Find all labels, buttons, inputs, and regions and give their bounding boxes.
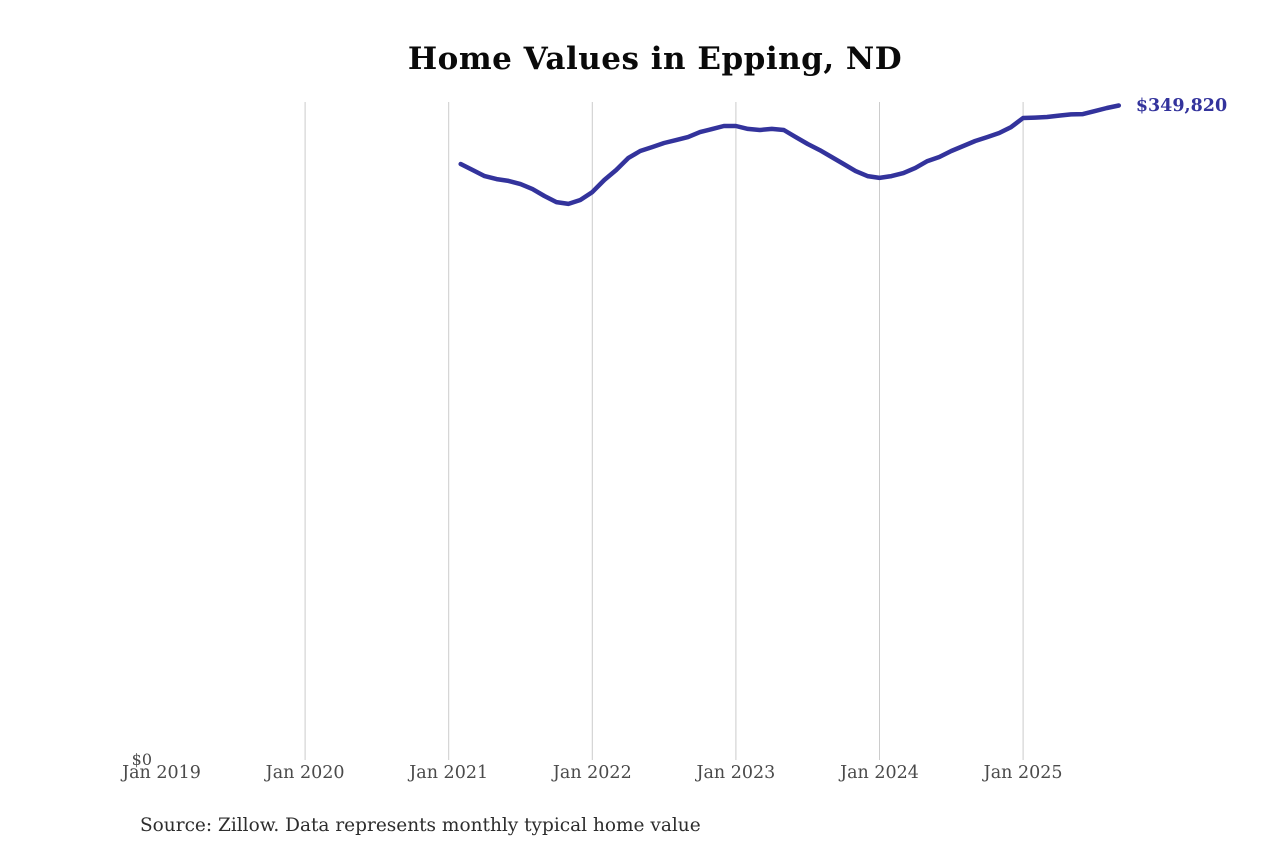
latest-value-label: $349,820 <box>1135 95 1228 116</box>
x-axis-label: Jan 2023 <box>696 763 776 783</box>
y-axis-zero-label: $0 <box>131 750 152 769</box>
x-axis-label: Jan 2025 <box>983 763 1063 783</box>
x-axis-label: Jan 2024 <box>840 763 919 783</box>
x-axis-label: Jan 2022 <box>552 763 632 783</box>
source-note: Source: Zillow. Data represents monthly … <box>140 815 701 836</box>
x-axis-labels: Jan 2019 Jan 2020 Jan 2021 Jan 2022 Jan 2023… <box>0 763 1280 789</box>
x-axis-label: Jan 2019 <box>122 763 201 783</box>
home-value-line <box>458 103 1122 207</box>
x-axis-label: Jan 2021 <box>409 763 489 783</box>
chart-title: Home Values in Epping, ND <box>407 41 903 77</box>
x-axis-label: Jan 2020 <box>265 763 345 783</box>
